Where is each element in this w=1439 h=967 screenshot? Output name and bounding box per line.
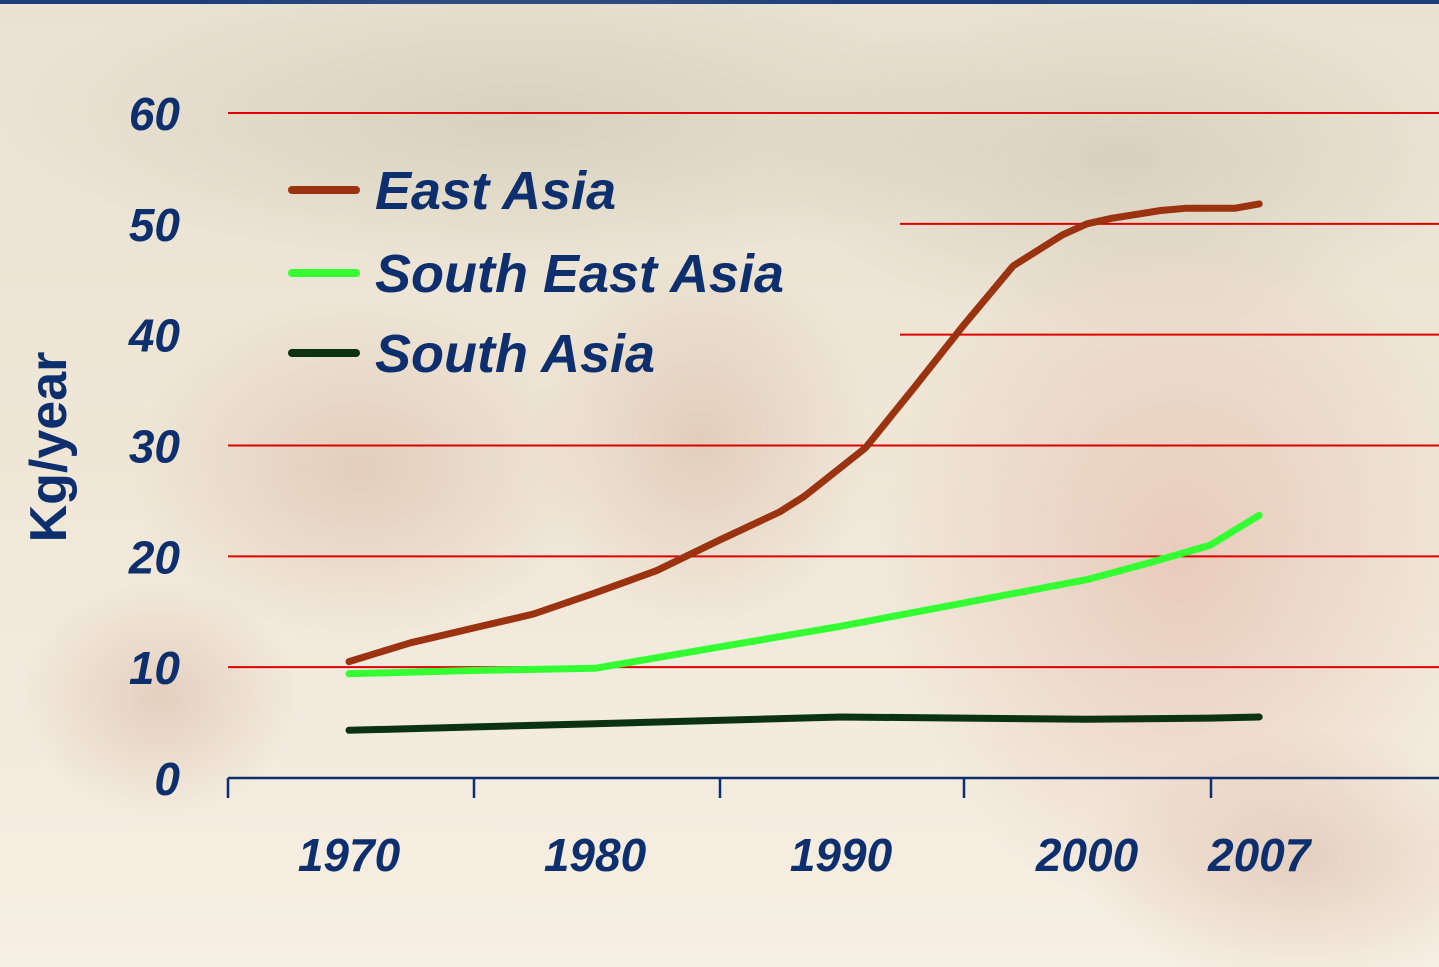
y-tick-label: 50 xyxy=(129,199,181,251)
series-line-south-east-asia xyxy=(345,511,1263,678)
series-line-east-asia xyxy=(345,200,1263,666)
x-tick-label: 1980 xyxy=(544,829,647,881)
legend-label: South East Asia xyxy=(375,244,784,304)
legend-label: South Asia xyxy=(375,324,655,384)
x-tick-label: 2007 xyxy=(1207,829,1313,881)
x-tick-labels: 1970 1980 1990 2000 2007 xyxy=(298,829,1313,881)
y-axis-title: Kg/year xyxy=(20,352,78,543)
grid-lines xyxy=(228,112,1439,669)
legend-label: East Asia xyxy=(375,161,616,221)
x-tick-label: 2000 xyxy=(1035,829,1139,881)
y-tick-labels: 0 10 20 30 40 50 60 xyxy=(128,88,181,805)
x-tick-label: 1970 xyxy=(298,829,401,881)
y-tick-label: 40 xyxy=(128,310,181,362)
x-axis xyxy=(226,776,1439,798)
legend: East Asia South East Asia South Asia xyxy=(288,161,784,384)
y-tick-label: 60 xyxy=(129,88,181,140)
x-tick-label: 1990 xyxy=(790,829,893,881)
series-line-south-asia xyxy=(345,713,1263,734)
y-tick-label: 20 xyxy=(128,531,181,583)
series-lines xyxy=(345,200,1263,734)
y-tick-label: 10 xyxy=(129,642,181,694)
y-tick-label: 30 xyxy=(129,421,181,473)
y-tick-label: 0 xyxy=(154,753,180,805)
